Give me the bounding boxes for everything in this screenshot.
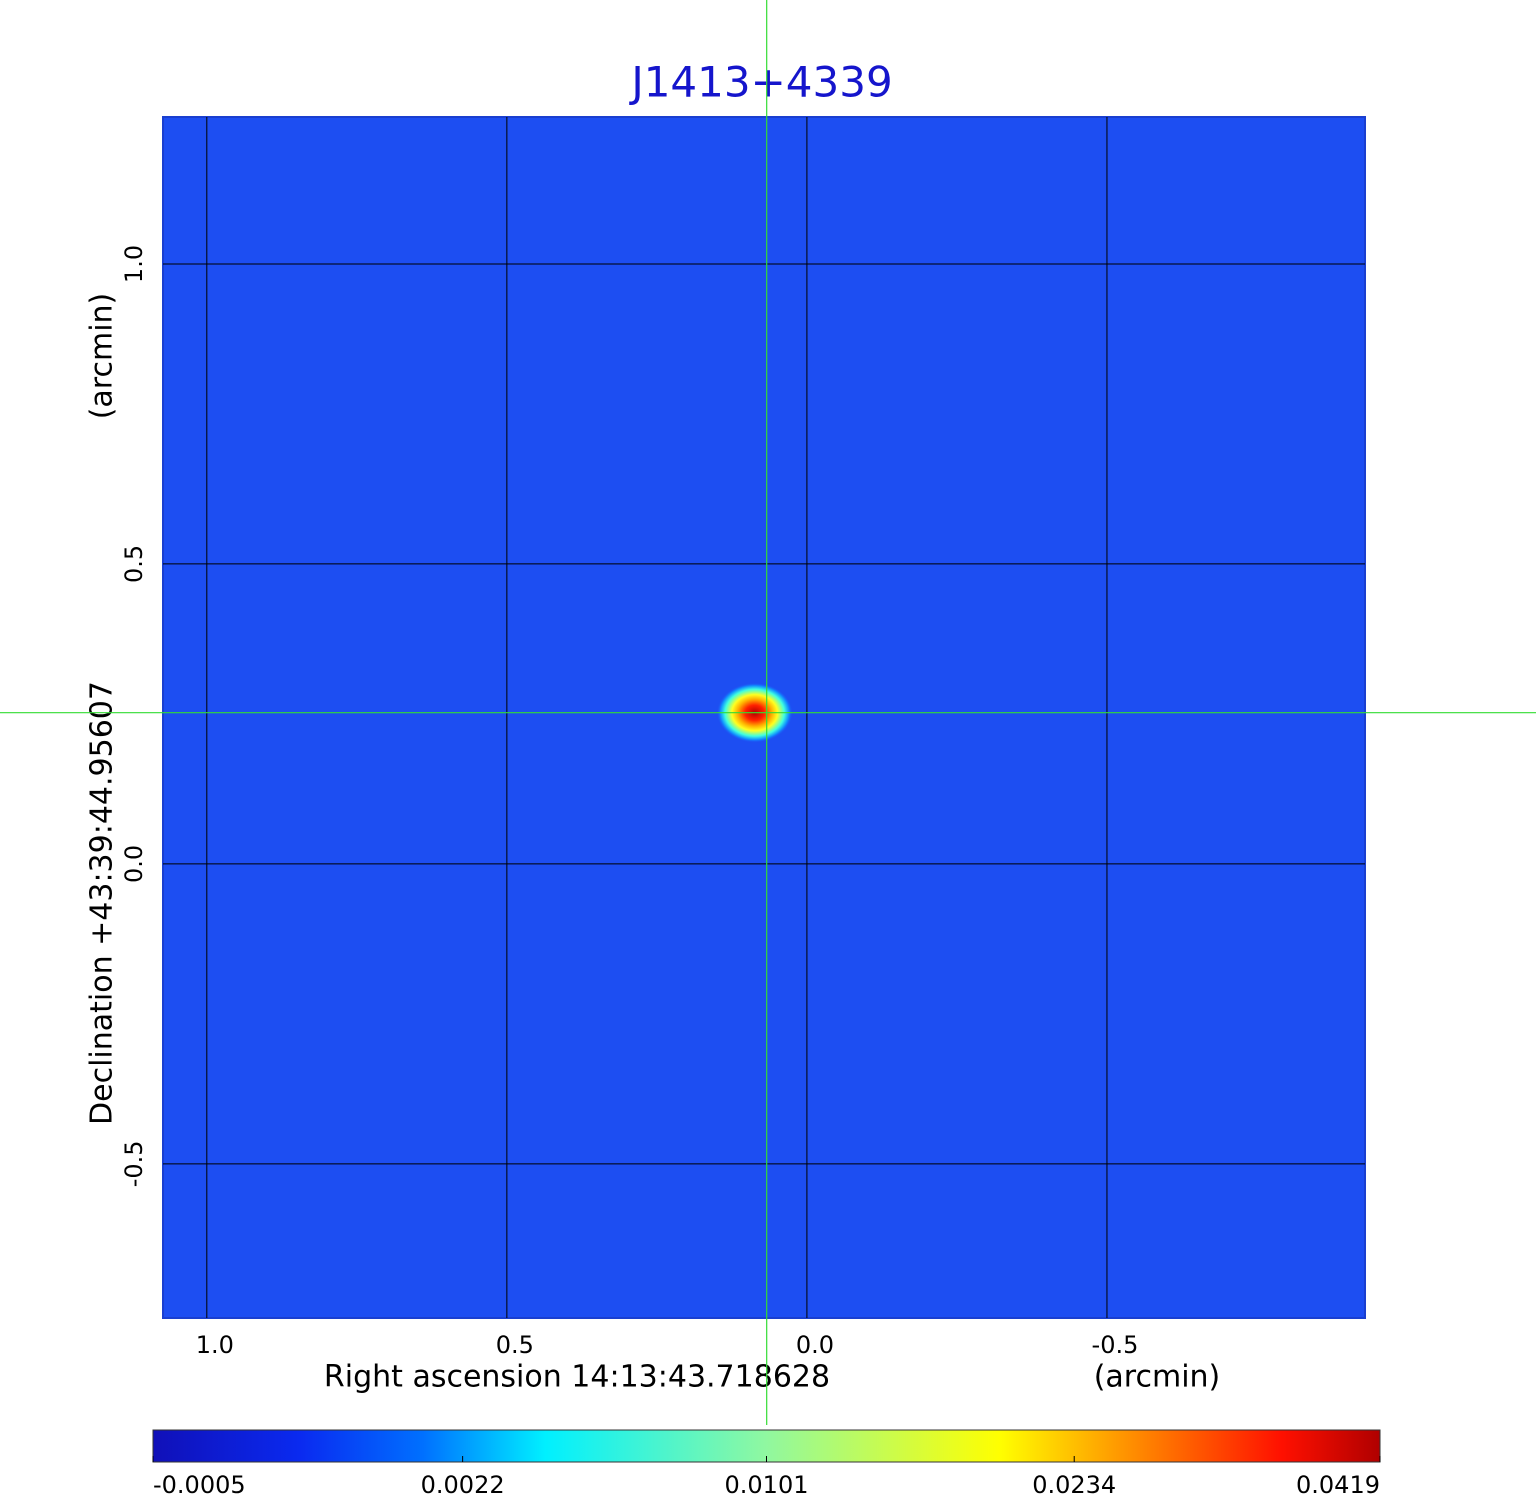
colorbar-tick-label: -0.0005 (153, 1471, 246, 1499)
x-axis-label: Right ascension 14:13:43.718628 (324, 1360, 830, 1395)
x-tick-label: 1.0 (196, 1331, 234, 1359)
y-axis-unit: (arcmin) (85, 293, 120, 420)
x-tick-label: -0.5 (1092, 1331, 1139, 1359)
x-axis-unit: (arcmin) (1094, 1360, 1221, 1395)
y-tick-label: -0.5 (120, 1140, 148, 1187)
y-tick-label: 0.5 (120, 545, 148, 583)
y-axis-label: Declination +43:39:44.95607 (85, 681, 120, 1125)
y-tick-label: 0.0 (120, 845, 148, 883)
x-tick-label: 0.5 (496, 1331, 534, 1359)
chart-title: J1413+4339 (628, 58, 892, 107)
colorbar-tick-label: 0.0419 (1296, 1471, 1380, 1499)
y-tick-label: 1.0 (120, 245, 148, 283)
colorbar-tick-label: 0.0022 (421, 1471, 505, 1499)
x-tick-label: 0.0 (796, 1331, 834, 1359)
colorbar-tick-label: 0.0234 (1032, 1471, 1116, 1499)
colorbar-tick-label: 0.0101 (725, 1471, 809, 1499)
